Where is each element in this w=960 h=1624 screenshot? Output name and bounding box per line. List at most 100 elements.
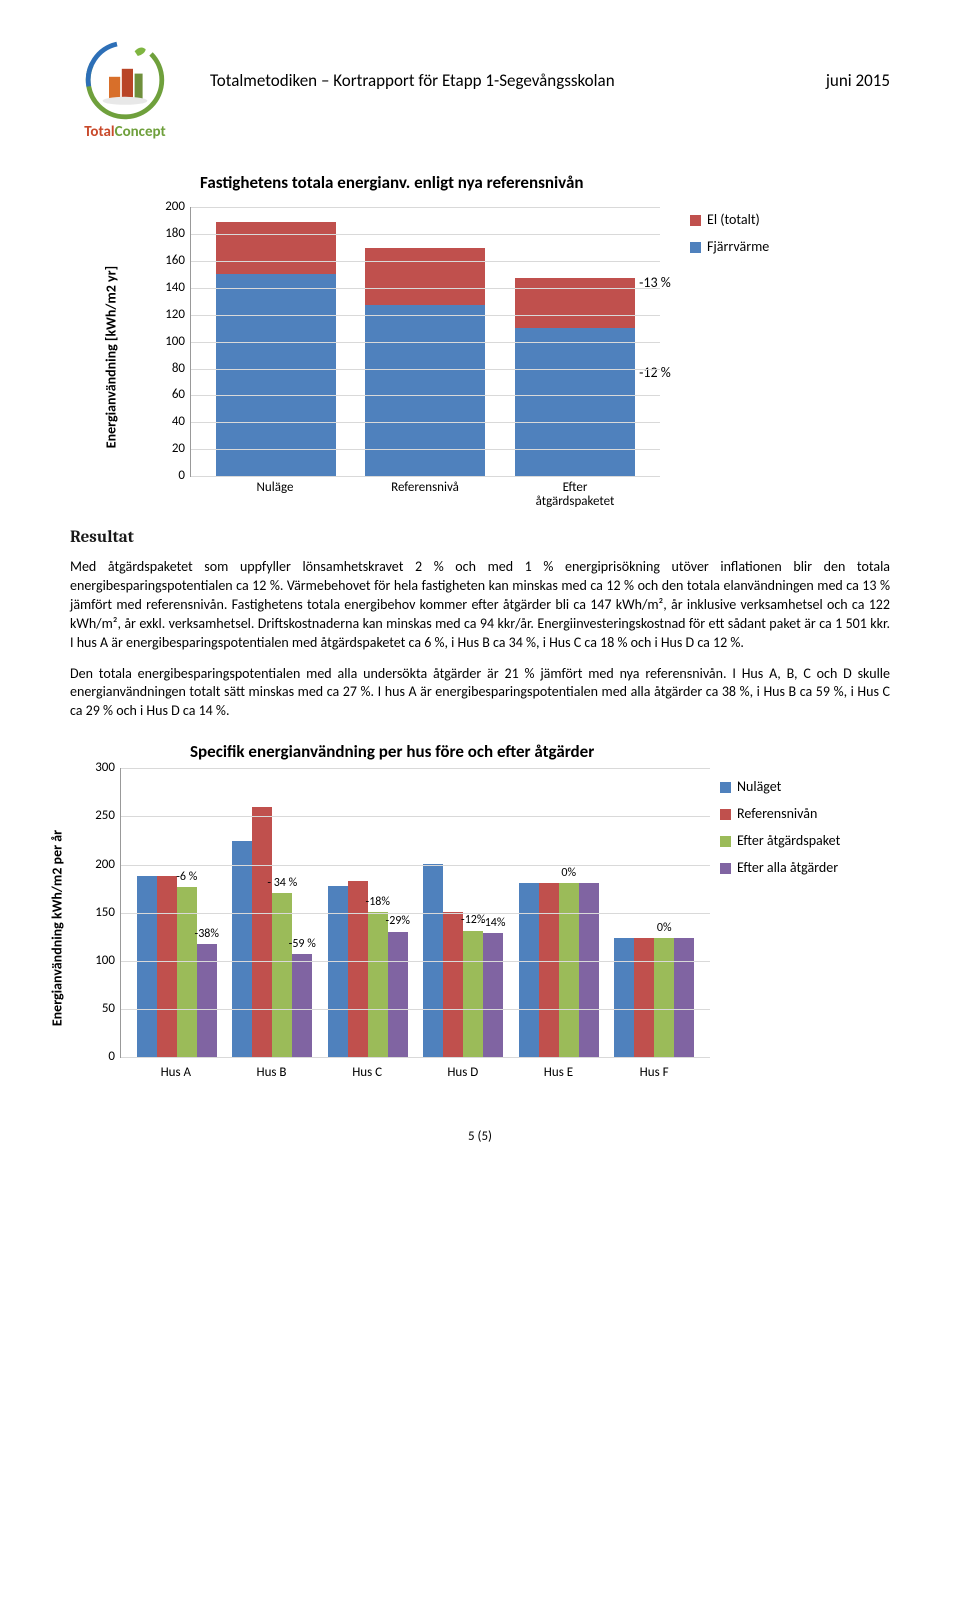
chart2-annotation: -18%: [366, 894, 390, 910]
chart1-ytick: 160: [165, 252, 191, 270]
chart2-bar: -18%: [368, 912, 388, 1057]
chart2-ytick: 250: [95, 808, 121, 826]
legend-swatch-icon: [690, 242, 701, 253]
chart1-ylabel: Energianvändning [kWh/m2 yr]: [103, 266, 122, 448]
chart1-seg-fjarr: [216, 274, 336, 477]
legend-item: Efter åtgärdspaket: [720, 832, 840, 851]
chart2-bar: [443, 912, 463, 1057]
logo-text: TotalConcept: [84, 122, 165, 142]
chart2-bar: [579, 883, 599, 1057]
chart2-title: Specifik energianvändning per hus före o…: [190, 741, 890, 764]
chart1-xlabel: Nuläge: [215, 477, 335, 507]
chart2-bar: [634, 938, 654, 1057]
chart2-xlabel: Hus B: [231, 1058, 311, 1088]
legend-item: Nuläget: [720, 778, 840, 797]
chart2-bar: -59 %: [292, 954, 312, 1057]
chart2-ytick: 200: [95, 856, 121, 874]
chart2-bar: [519, 883, 539, 1057]
legend-label: Nuläget: [737, 778, 781, 797]
chart2-bar: -29%: [388, 932, 408, 1058]
legend-swatch-icon: [720, 809, 731, 820]
per-house-chart: Specifik energianvändning per hus före o…: [70, 741, 890, 1088]
chart2-annotation: -29%: [386, 913, 410, 929]
chart2-ytick: 150: [95, 904, 121, 922]
chart1-ytick: 180: [165, 225, 191, 243]
chart1-title: Fastighetens totala energianv. enligt ny…: [200, 172, 890, 195]
chart2-group: -18%-29%: [328, 881, 408, 1057]
chart1-ytick: 40: [172, 414, 191, 432]
chart1-seg-el: [365, 248, 485, 305]
logo-word-concept: Concept: [115, 123, 166, 141]
chart1-seg-el: [515, 278, 635, 328]
chart2-group: -6 %-38%: [137, 876, 217, 1057]
chart2-ytick: 50: [102, 1000, 121, 1018]
chart1-ytick: 120: [165, 306, 191, 324]
legend-label: Efter åtgärdspaket: [737, 832, 840, 851]
chart1-annotation: -12 %: [639, 364, 671, 383]
page-header: TotalConcept Totalmetodiken – Kortrappor…: [70, 40, 890, 142]
document-date: juni 2015: [826, 40, 890, 93]
chart2-bar: [252, 807, 272, 1057]
chart2-bar: -12%: [463, 931, 483, 1058]
chart2-bar: -14%: [483, 933, 503, 1057]
resultat-heading: Resultat: [70, 527, 890, 550]
chart1-area: Energianvändning [kWh/m2 yr] -13 %-12 % …: [140, 207, 660, 507]
chart1-plot: -13 %-12 % 020406080100120140160180200: [190, 207, 660, 477]
chart2-bar: [614, 938, 634, 1057]
chart2-bar: [674, 938, 694, 1057]
chart2-bar: [232, 841, 252, 1058]
chart2-annotation: -6 %: [176, 869, 197, 885]
legend-item: Fjärrvärme: [690, 238, 769, 257]
chart1-ytick: 100: [165, 333, 191, 351]
legend-label: Fjärrvärme: [707, 238, 769, 257]
chart2-bar: [157, 876, 177, 1057]
chart2-group: 0%: [614, 938, 694, 1057]
chart2-xlabel: Hus A: [136, 1058, 216, 1088]
totalconcept-logo-icon: [85, 40, 165, 120]
chart1-seg-fjarr: [365, 305, 485, 476]
chart2-annotation: - 34 %: [267, 875, 297, 891]
chart1-xlabel: Efteråtgärdspaketet: [515, 477, 635, 507]
chart2-bar: - 34 %: [272, 893, 292, 1057]
legend-swatch-icon: [720, 782, 731, 793]
chart2-area: Energianvändning kWh/m2 per år -6 %-38%-…: [70, 768, 710, 1088]
chart1-ytick: 20: [172, 441, 191, 459]
energy-chart: Fastighetens totala energianv. enligt ny…: [140, 172, 890, 507]
logo: TotalConcept: [70, 40, 180, 142]
resultat-p2: Den totala energibesparingspotentialen m…: [70, 665, 890, 722]
chart2-ytick: 100: [95, 952, 121, 970]
chart2-bar: [539, 883, 559, 1057]
chart2-xlabel: Hus F: [614, 1058, 694, 1088]
chart1-ytick: 140: [165, 279, 191, 297]
chart2-xlabel: Hus C: [327, 1058, 407, 1088]
chart1-seg-fjarr: [515, 328, 635, 477]
chart2-bar: [137, 876, 157, 1057]
chart2-plot: -6 %-38%- 34 %-59 %-18%-29%-12%-14%0%0% …: [120, 768, 710, 1058]
legend-swatch-icon: [720, 863, 731, 874]
chart2-annotation: -38%: [195, 926, 219, 942]
legend-label: Referensnivån: [737, 805, 817, 824]
chart2-annotation: 0%: [657, 920, 672, 936]
document-title: Totalmetodiken – Kortrapport för Etapp 1…: [210, 40, 796, 93]
page-footer: 5 (5): [70, 1128, 890, 1146]
chart2-annotation: -59 %: [289, 936, 316, 952]
chart1-ytick: 60: [172, 387, 191, 405]
chart2-bar: 0%: [654, 938, 674, 1057]
logo-word-total: Total: [84, 123, 114, 141]
chart1-annotation: -13 %: [639, 274, 671, 293]
resultat-p1: Med åtgärdspaketet som uppfyller lönsamh…: [70, 558, 890, 652]
legend-label: El (totalt): [707, 211, 760, 230]
chart2-ytick: 300: [95, 759, 121, 777]
chart2-ylabel: Energianvändning kWh/m2 per år: [49, 830, 68, 1026]
chart2-annotation: 0%: [561, 865, 576, 881]
legend-item: El (totalt): [690, 211, 769, 230]
chart1-legend: El (totalt) Fjärrvärme: [690, 207, 769, 507]
legend-swatch-icon: [720, 836, 731, 847]
chart2-bar: 0%: [559, 883, 579, 1057]
chart1-seg-el: [216, 222, 336, 273]
legend-item: Efter alla åtgärder: [720, 859, 840, 878]
chart2-xlabel: Hus E: [518, 1058, 598, 1088]
chart2-group: - 34 %-59 %: [232, 807, 312, 1057]
chart1-xlabel: Referensnivå: [365, 477, 485, 507]
legend-swatch-icon: [690, 215, 701, 226]
